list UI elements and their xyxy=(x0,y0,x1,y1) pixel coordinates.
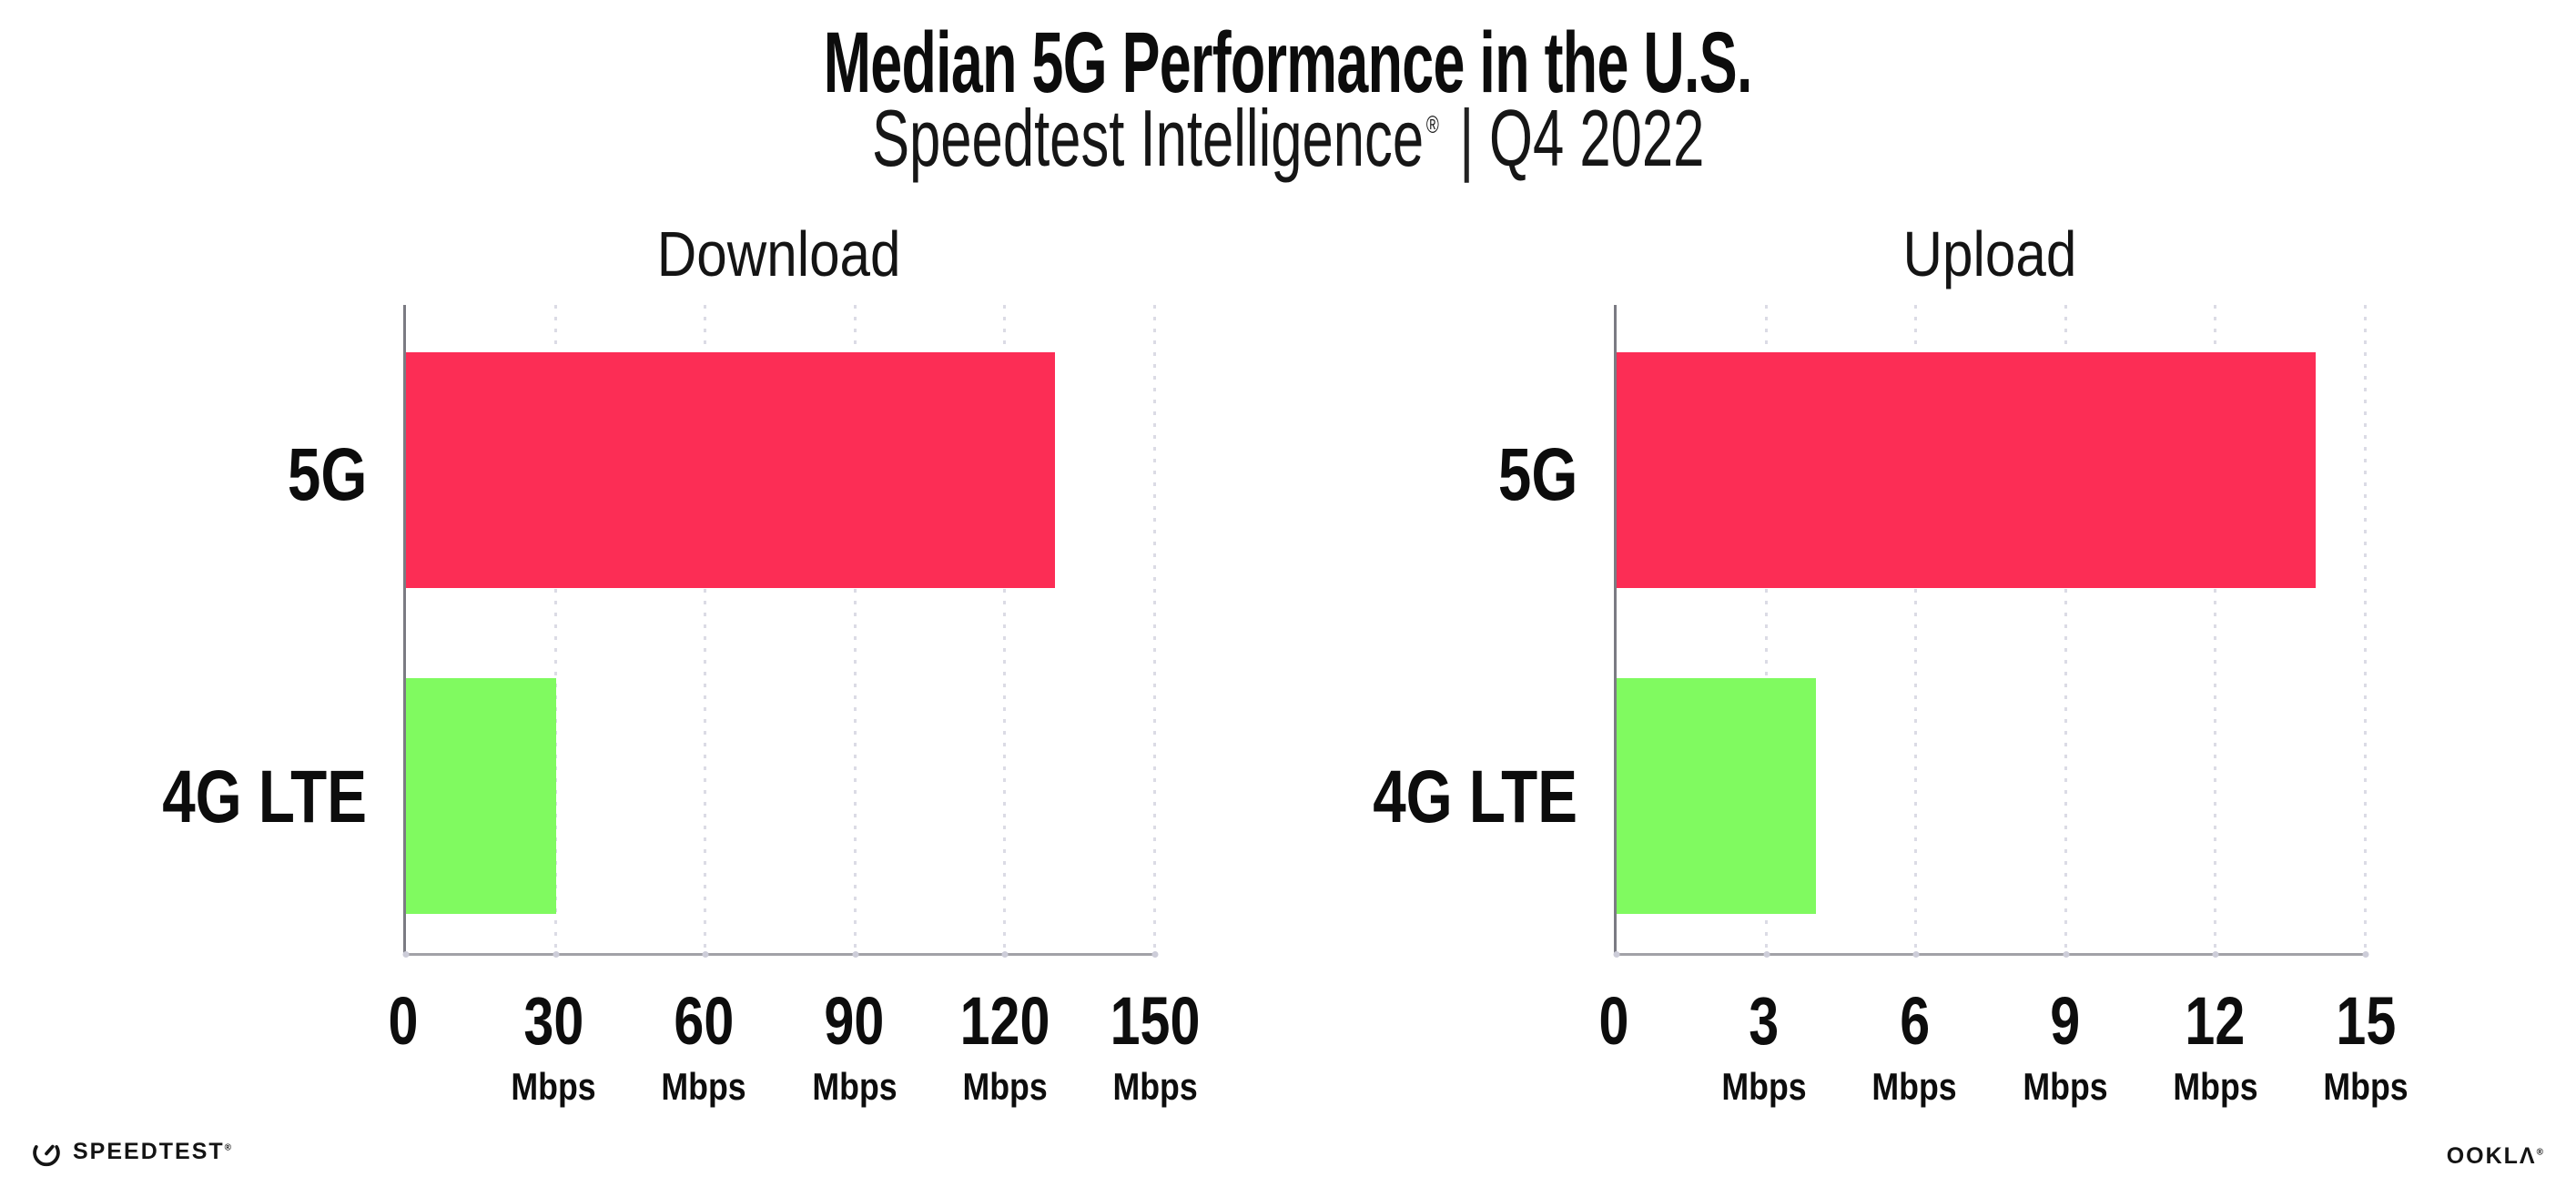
chart-panel-download: Download 0 30 Mbps 60 Mbps 90 Mbps 120 Mbps 150 Mb… xyxy=(162,0,1201,1197)
category-label-5g: 5G xyxy=(1497,433,1577,516)
gridline xyxy=(2364,305,2367,953)
speedtest-gauge-icon xyxy=(33,1144,60,1167)
tick-row: 0 30 Mbps 60 Mbps 90 Mbps 120 Mbps 150 Mbps xyxy=(389,983,1201,1133)
gridline xyxy=(1914,305,1918,953)
gridline xyxy=(1153,305,1156,953)
x-tick-15: 15 Mbps xyxy=(2323,983,2409,1108)
ookla-registered-mark: ® xyxy=(2536,1147,2543,1158)
category-label-5g: 5G xyxy=(287,433,367,516)
x-tick-3: 3 Mbps xyxy=(1721,983,1807,1108)
chart-title-upload: Upload xyxy=(1902,218,2077,289)
chart-panel-upload: Upload 0 3 Mbps 6 Mbps 9 Mbps 12 Mbps 15 Mbps 5G 4G… xyxy=(1373,0,2409,1197)
subtitle-quarter: Q4 2022 xyxy=(1488,93,1705,183)
gridline xyxy=(2064,305,2067,953)
axis-tick-dot xyxy=(2212,951,2219,958)
bar-4g-lte xyxy=(406,678,556,914)
x-tick-9: 9 Mbps xyxy=(2022,983,2108,1108)
x-tick-12: 12 Mbps xyxy=(2173,983,2258,1108)
speedtest-registered-mark: ® xyxy=(224,1142,232,1153)
x-tick-30: 30 Mbps xyxy=(511,983,596,1108)
subtitle-product: Speedtest Intelligence xyxy=(871,93,1424,183)
page-title: Median 5G Performance in the U.S. xyxy=(823,15,1753,111)
axis-tick-dot xyxy=(2063,951,2070,958)
x-tick-0: 0 xyxy=(388,983,419,1059)
chart-title-download: Download xyxy=(657,218,901,289)
gridline xyxy=(1764,305,1768,953)
x-tick-60: 60 Mbps xyxy=(661,983,746,1108)
category-label-4g-lte: 4G LTE xyxy=(1373,756,1577,838)
x-tick-6: 6 Mbps xyxy=(1871,983,1957,1108)
axis-tick-dot xyxy=(852,951,859,958)
x-tick-0: 0 xyxy=(1598,983,1629,1059)
page-subtitle: Speedtest Intelligence ® | Q4 2022 xyxy=(0,96,2576,180)
tick-row: 0 3 Mbps 6 Mbps 9 Mbps 12 Mbps 15 Mbps xyxy=(1599,983,2409,1133)
bar-4g-lte xyxy=(1617,678,1817,914)
gridline xyxy=(2214,305,2217,953)
axis-tick-dot xyxy=(553,951,560,958)
speedtest-wordmark: SPEEDTEST® xyxy=(73,1138,232,1164)
gridline xyxy=(704,305,707,953)
axis-tick-dot xyxy=(2362,951,2369,958)
axis-tick-dot xyxy=(1151,951,1159,958)
category-label-4g-lte: 4G LTE xyxy=(162,756,367,838)
axis-tick-dot xyxy=(1001,951,1009,958)
plot-area xyxy=(1613,305,2369,958)
registered-trademark-mark: ® xyxy=(1425,110,1439,138)
subtitle-separator: | xyxy=(1459,93,1475,183)
subtitle-text: Speedtest Intelligence ® | Q4 2022 xyxy=(872,96,1704,180)
x-tick-90: 90 Mbps xyxy=(811,983,898,1108)
bar-5g xyxy=(406,352,1056,588)
gridline xyxy=(1003,305,1007,953)
speedtest-logo: SPEEDTEST® xyxy=(31,1136,231,1167)
x-tick-120: 120 Mbps xyxy=(959,983,1050,1108)
plot-area xyxy=(402,305,1159,958)
axis-tick-dot xyxy=(702,951,709,958)
axis-tick-dot xyxy=(1763,951,1770,958)
ookla-logo: OOKLΛ® xyxy=(2447,1145,2543,1168)
gridline xyxy=(853,305,857,953)
axis-tick-dot xyxy=(1912,951,1920,958)
ookla-wordmark: OOKLΛ xyxy=(2446,1143,2537,1169)
gridline xyxy=(553,305,557,953)
axis-tick-dot xyxy=(402,951,410,958)
bar-5g xyxy=(1617,352,2317,588)
x-tick-150: 150 Mbps xyxy=(1110,983,1201,1108)
axis-tick-dot xyxy=(1613,951,1620,958)
